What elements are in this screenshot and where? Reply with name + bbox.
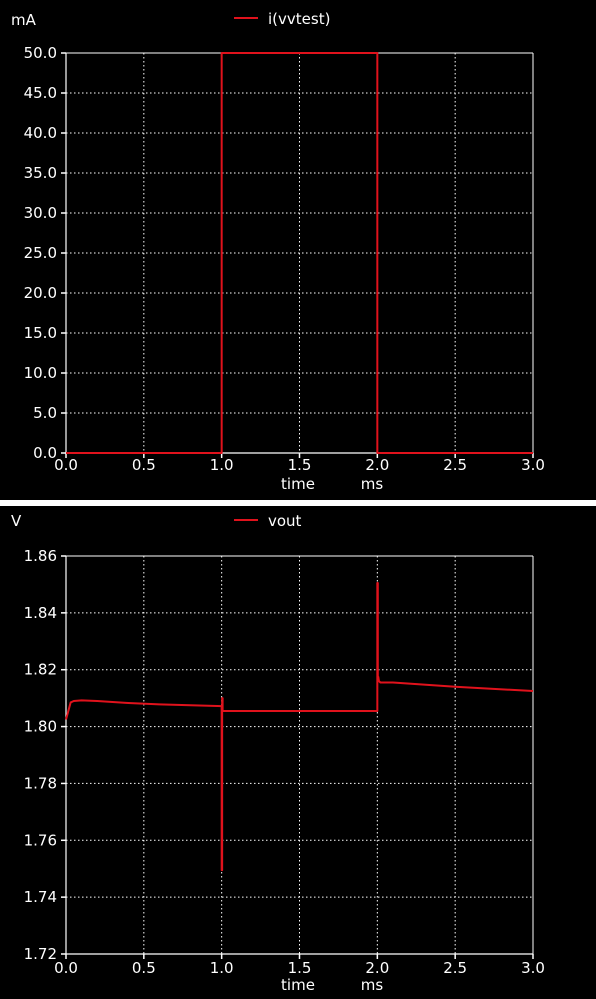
y-tick-label: 10.0 (24, 364, 57, 382)
x-tick-label: 1.0 (210, 959, 234, 977)
y-tick-label: 5.0 (33, 404, 57, 422)
y-tick-label: 1.72 (24, 945, 57, 963)
y-tick-label: 0.0 (33, 444, 57, 462)
x-tick-label: 0.5 (132, 456, 156, 474)
series-line-i-vvtest (66, 52, 533, 454)
y-tick-label: 1.80 (24, 718, 57, 736)
y-tick-label: 1.86 (24, 547, 57, 565)
y-unit-label: V (11, 512, 22, 530)
x-tick-label: 2.5 (443, 959, 467, 977)
x-tick-label: 1.5 (288, 456, 312, 474)
current-plot-panel: 0.0 0.5 1.0 1.5 2.0 2.5 3.0 0.0 5.0 10.0 15.0 20.0 2… (11, 10, 545, 493)
x-tick-label: 0.0 (54, 959, 78, 977)
y-tick-label: 20.0 (24, 284, 57, 302)
y-tick-label: 35.0 (24, 164, 57, 182)
x-axis-unit: ms (361, 976, 384, 994)
voltage-plot-panel: 0.0 0.5 1.0 1.5 2.0 2.5 3.0 1.72 1.74 1.76 1.78 1.8… (0, 506, 596, 999)
legend-label: vout (268, 512, 302, 530)
y-tick-label: 25.0 (24, 244, 57, 262)
y-tick-label: 45.0 (24, 84, 57, 102)
x-axis-label: time (281, 976, 315, 994)
y-tick-label: 1.74 (24, 888, 57, 906)
x-tick-label: 0.5 (132, 959, 156, 977)
y-tick-label: 40.0 (24, 124, 57, 142)
y-tick-label: 1.78 (24, 774, 57, 792)
y-tick-label: 1.82 (24, 661, 57, 679)
y-tick-label: 1.84 (24, 604, 57, 622)
x-tick-label: 3.0 (521, 456, 545, 474)
x-tick-label: 1.5 (288, 959, 312, 977)
x-tick-label: 2.5 (443, 456, 467, 474)
x-tick-label: 3.0 (521, 959, 545, 977)
legend-label: i(vvtest) (268, 10, 330, 28)
y-unit-label: mA (11, 11, 37, 29)
x-axis-unit: ms (361, 475, 384, 493)
current-plot: 0.0 0.5 1.0 1.5 2.0 2.5 3.0 0.0 5.0 10.0 15.0 20.0 2… (11, 10, 545, 493)
y-tick-label: 15.0 (24, 324, 57, 342)
panel-separator (0, 500, 596, 506)
x-axis-label: time (281, 475, 315, 493)
x-tick-label: 0.0 (54, 456, 78, 474)
x-tick-label: 1.0 (210, 456, 234, 474)
y-tick-label: 50.0 (24, 44, 57, 62)
x-tick-label: 2.0 (365, 959, 389, 977)
series-line-vout (65, 582, 534, 872)
y-tick-label: 1.76 (24, 831, 57, 849)
y-tick-label: 30.0 (24, 204, 57, 222)
voltage-plot: 0.0 0.5 1.0 1.5 2.0 2.5 3.0 1.72 1.74 1.76 1.78 1.8… (11, 512, 545, 994)
x-tick-label: 2.0 (365, 456, 389, 474)
